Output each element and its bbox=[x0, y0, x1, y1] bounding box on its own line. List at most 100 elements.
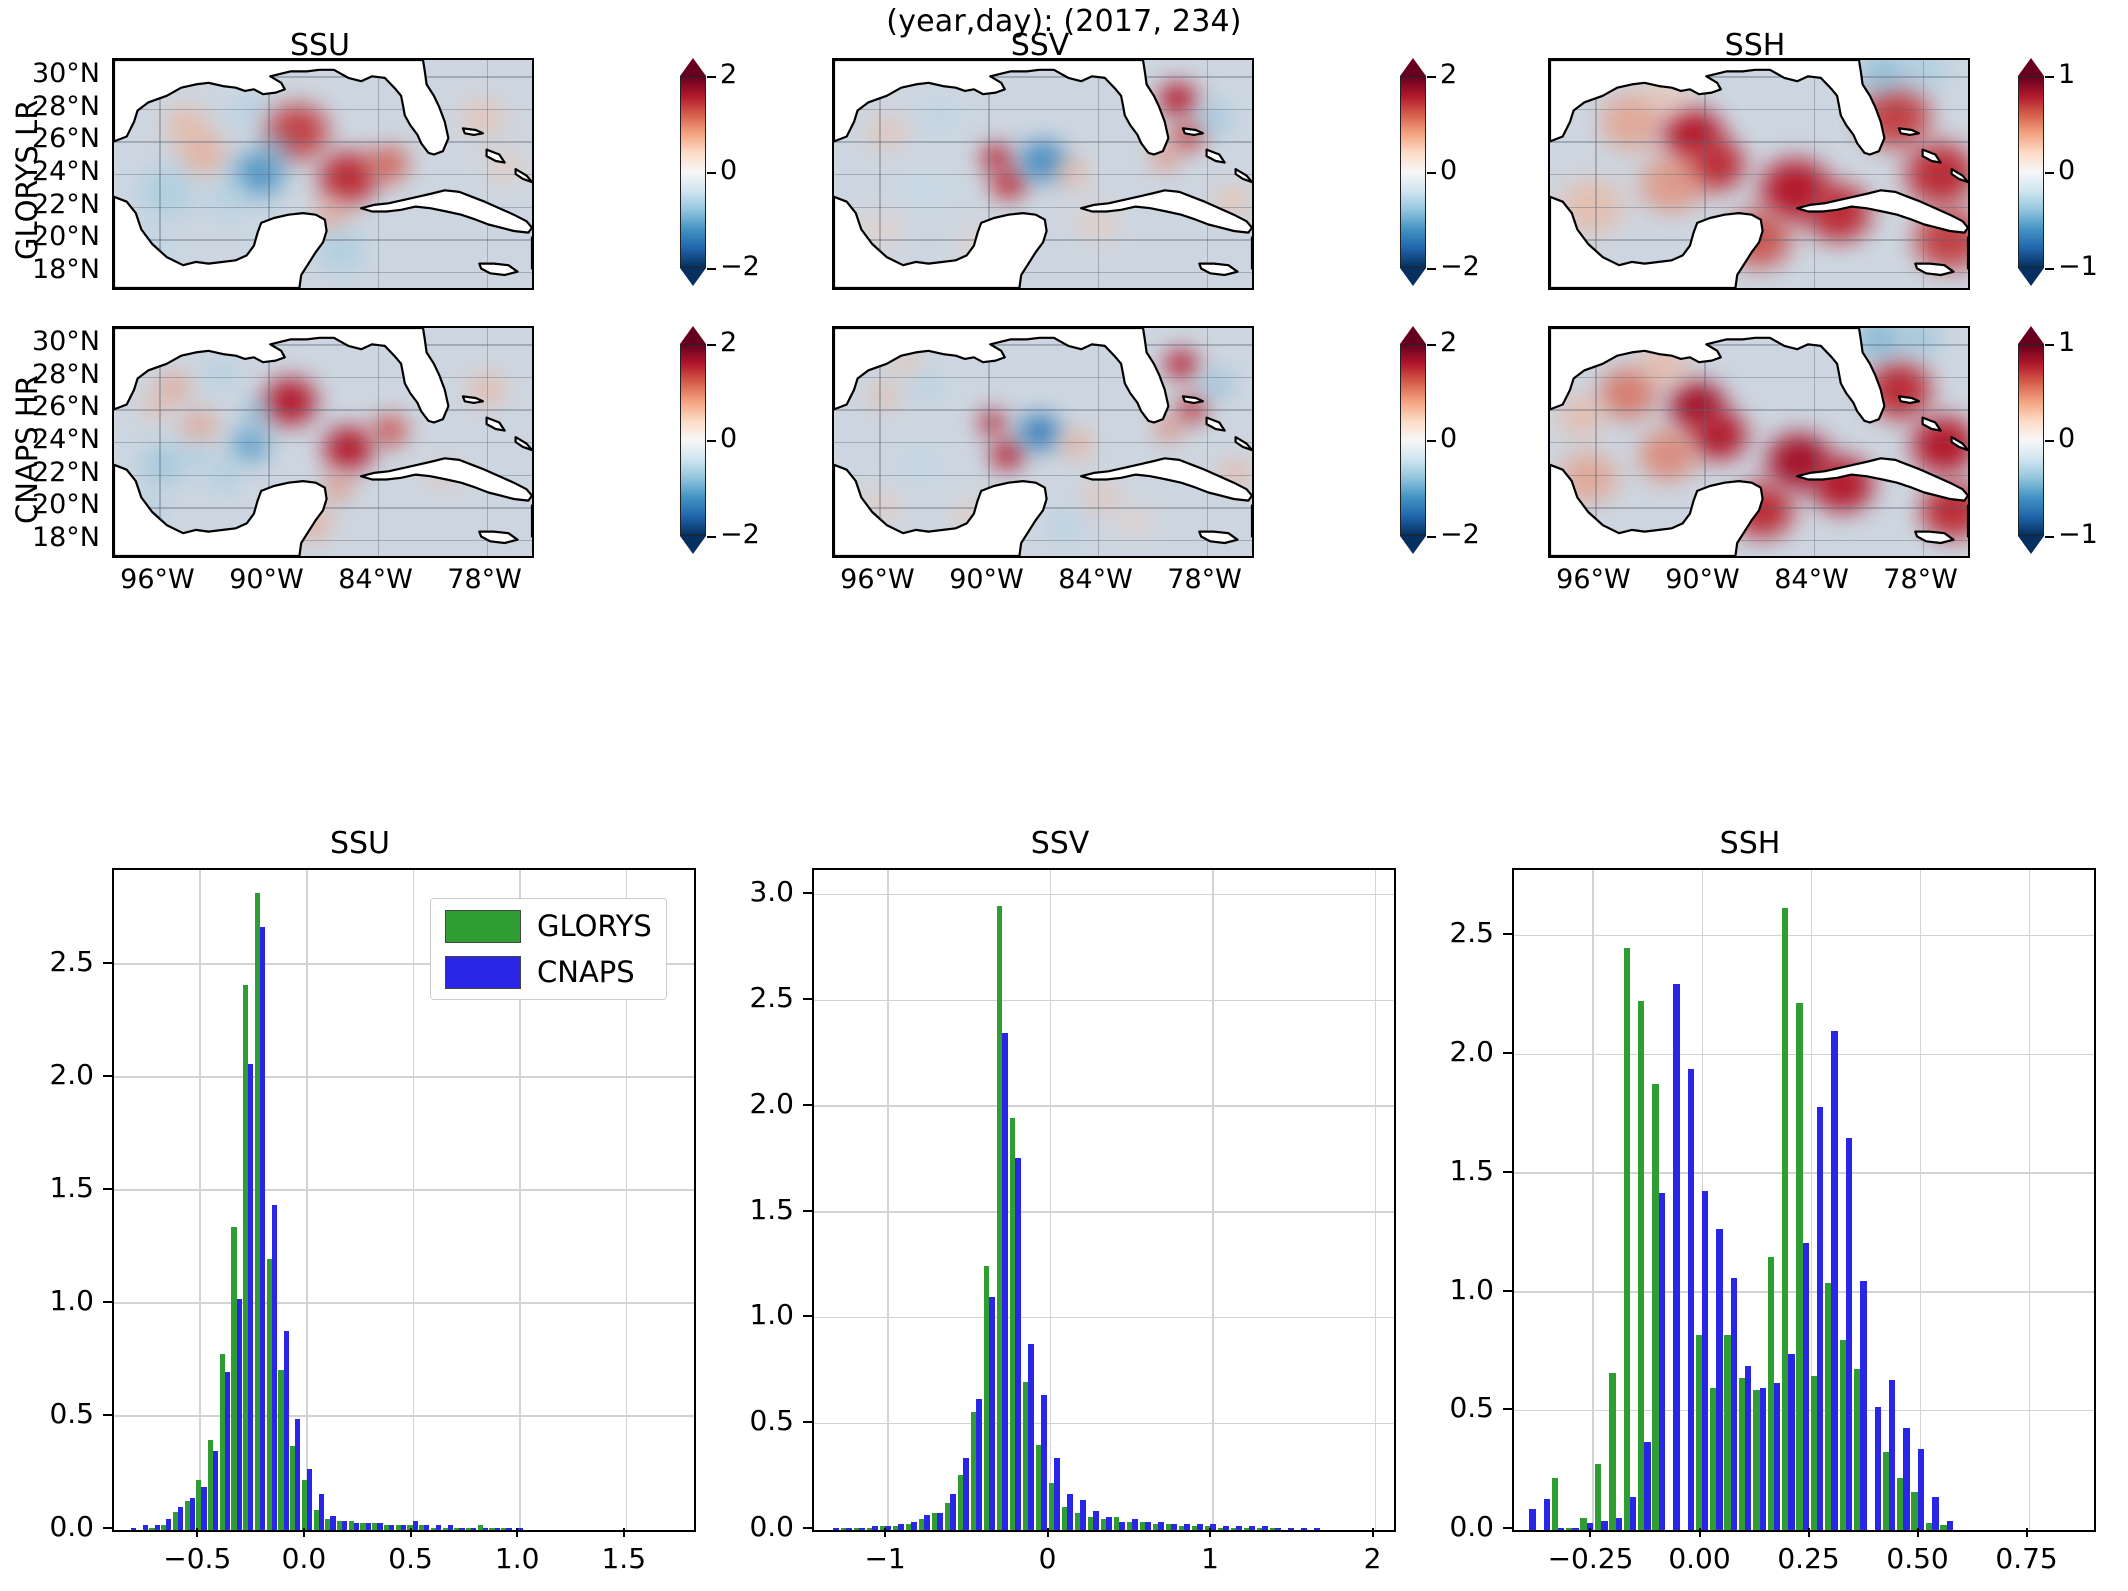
hist-y-tickmark bbox=[1503, 1289, 1512, 1292]
anomaly-blob bbox=[1079, 477, 1123, 517]
histogram-bar bbox=[266, 1258, 272, 1530]
map-gridline-lat bbox=[834, 141, 1252, 143]
map-gridline-lon bbox=[1206, 328, 1208, 556]
anomaly-blob bbox=[199, 170, 258, 223]
histogram-bar bbox=[189, 1498, 195, 1530]
anomaly-blob bbox=[895, 164, 954, 217]
histogram-bar bbox=[196, 1480, 202, 1530]
map-gridline-lon bbox=[268, 328, 270, 556]
map-gridline-lon bbox=[159, 60, 161, 288]
colorbar-tick-label: 2 bbox=[720, 327, 738, 358]
colorbar-tick-label: −2 bbox=[1440, 251, 1480, 282]
map-panel-ssh-cnaps bbox=[1548, 326, 1970, 558]
colorbar-tick-label: 1 bbox=[2058, 327, 2076, 358]
hist-y-tickmark bbox=[1503, 1408, 1512, 1411]
hist-gridline-y bbox=[114, 1302, 694, 1304]
anomaly-blob bbox=[1050, 152, 1094, 192]
colorbar-arrow-bottom bbox=[2018, 536, 2044, 554]
histogram-bar bbox=[1106, 1517, 1113, 1530]
hist-gridline-y bbox=[814, 893, 1394, 896]
hist-x-tickmark bbox=[2025, 1528, 2028, 1537]
map-gridline-lat bbox=[834, 344, 1252, 346]
histogram-bar bbox=[1028, 1343, 1035, 1530]
histogram-bar bbox=[1543, 1499, 1550, 1530]
map-gridline-lat bbox=[1550, 539, 1968, 542]
colorbar-arrow-top bbox=[2018, 326, 2044, 344]
histogram-bar bbox=[1236, 1525, 1243, 1530]
histogram-bar bbox=[1002, 1032, 1009, 1530]
map-title-ssh-glorys: SSH bbox=[1724, 28, 1786, 63]
histogram-bar bbox=[1601, 1520, 1608, 1530]
map-lat-tick: 24°N bbox=[31, 156, 100, 187]
histogram-bar bbox=[1658, 1192, 1666, 1530]
map-gridline-lat bbox=[1550, 344, 1968, 346]
map-lon-tick: 78°W bbox=[1167, 564, 1242, 595]
histogram-bar bbox=[330, 1516, 336, 1530]
histogram-bar bbox=[254, 892, 261, 1530]
histogram-bar bbox=[1638, 1000, 1645, 1530]
histogram-bar bbox=[184, 1500, 190, 1530]
legend-label-cnaps: CNAPS bbox=[537, 955, 635, 989]
histogram-bar bbox=[1623, 948, 1630, 1530]
histogram-bar bbox=[447, 1525, 453, 1530]
histogram-bar bbox=[1738, 1378, 1746, 1530]
histogram-bar bbox=[1080, 1500, 1087, 1530]
histogram-bar bbox=[201, 1487, 207, 1530]
histogram-bar bbox=[1197, 1523, 1204, 1530]
histogram-bar bbox=[407, 1525, 413, 1530]
map-lat-tick: 20°N bbox=[31, 489, 100, 521]
histogram-bar bbox=[1015, 1157, 1022, 1530]
coastline-layer bbox=[1550, 328, 1968, 556]
histogram-bar bbox=[1594, 1463, 1602, 1530]
anomaly-blob bbox=[1055, 425, 1096, 462]
histogram-bar bbox=[944, 1502, 951, 1530]
histogram-bar bbox=[1230, 1527, 1237, 1530]
map-lat-tick: 22°N bbox=[31, 456, 100, 488]
histogram-bar bbox=[1572, 1527, 1579, 1530]
map-gridline-lat bbox=[1550, 376, 1968, 379]
hist-gridline-x bbox=[1212, 870, 1214, 1530]
colorbar-tick-label: 0 bbox=[1440, 423, 1458, 454]
colorbar-arrow-top bbox=[1400, 58, 1426, 76]
histogram-bar bbox=[1796, 1002, 1803, 1530]
anomaly-blob bbox=[917, 94, 965, 137]
colorbar-ssh-glorys bbox=[2018, 58, 2044, 286]
histogram-bar bbox=[1217, 1527, 1224, 1530]
histogram-bar bbox=[1067, 1494, 1074, 1530]
histogram-bar bbox=[1889, 1380, 1896, 1530]
histogram-bar bbox=[365, 1523, 371, 1530]
hist-y-tickmark bbox=[1503, 1052, 1512, 1055]
colorbar-tickmark bbox=[707, 268, 716, 270]
map-lat-tick: 24°N bbox=[31, 424, 100, 455]
hist-y-tickmark bbox=[103, 1300, 112, 1303]
hist-y-tick-label: 2.5 bbox=[749, 981, 794, 1015]
colorbar-gradient bbox=[680, 344, 706, 536]
map-lat-tick: 18°N bbox=[31, 521, 100, 553]
hist-y-tick-label: 2.5 bbox=[1449, 916, 1494, 950]
histogram-bar bbox=[412, 1520, 418, 1530]
hist-x-tickmark bbox=[409, 1528, 412, 1537]
hist-y-tickmark bbox=[803, 892, 812, 895]
map-panel-ssv-cnaps bbox=[832, 326, 1254, 558]
map-lat-tick: 26°N bbox=[31, 391, 100, 423]
colorbar-tickmark bbox=[2045, 268, 2054, 270]
histogram-bar bbox=[1580, 1518, 1587, 1530]
map-lat-tick: 28°N bbox=[31, 90, 100, 122]
colorbar-tickmark bbox=[2045, 344, 2054, 346]
histogram-panel-ssv bbox=[812, 868, 1396, 1532]
colorbar-arrow-top bbox=[2018, 58, 2044, 76]
histogram-bar bbox=[360, 1523, 366, 1530]
histogram-bar bbox=[318, 1493, 324, 1530]
histogram-bar bbox=[911, 1521, 918, 1530]
histogram-bar bbox=[989, 1297, 996, 1530]
histogram-bar bbox=[1745, 1366, 1752, 1530]
map-title-ssu-glorys: SSU bbox=[289, 28, 351, 63]
map-gridline-lat bbox=[114, 474, 532, 476]
hist-x-tick-label: 2 bbox=[1363, 1542, 1382, 1575]
map-gridline-lat bbox=[114, 539, 532, 542]
histogram-bar bbox=[1724, 1335, 1731, 1530]
histogram-bar bbox=[1701, 1190, 1709, 1530]
histogram-bar bbox=[471, 1527, 477, 1530]
map-gridline-lat bbox=[114, 442, 532, 444]
colorbar-tickmark bbox=[2045, 440, 2054, 442]
